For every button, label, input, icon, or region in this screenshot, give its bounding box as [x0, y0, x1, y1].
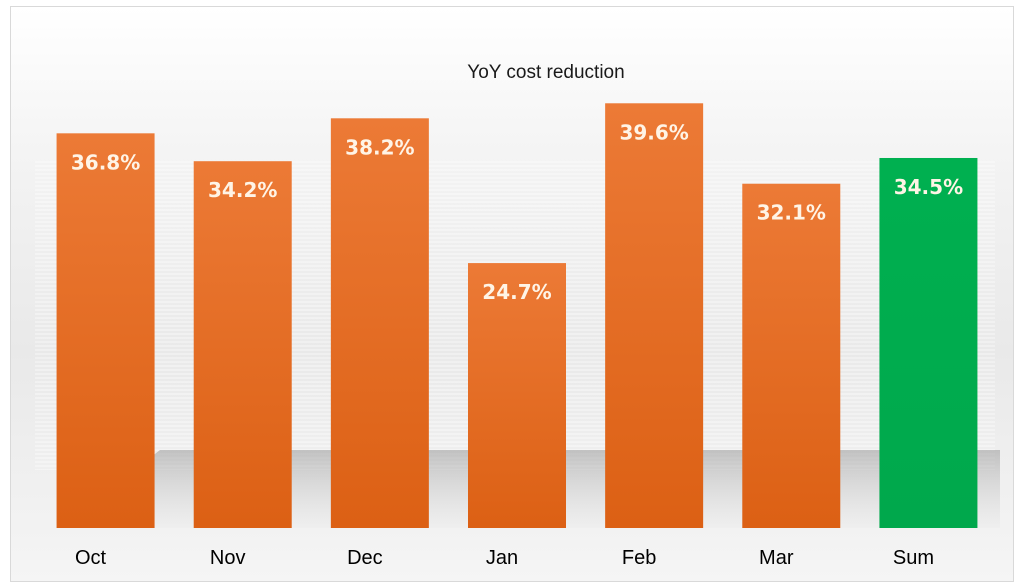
category-label-mar: Mar [759, 547, 794, 569]
bar-mar [742, 183, 841, 529]
category-label-feb: Feb [622, 547, 656, 569]
data-label-nov: 34.2% [208, 178, 277, 202]
category-label-nov: Nov [210, 547, 246, 569]
category-label-jan: Jan [486, 547, 518, 569]
data-label-feb: 39.6% [619, 120, 688, 144]
bar-nov [193, 161, 292, 528]
data-label-dec: 38.2% [345, 135, 414, 159]
data-label-jan: 24.7% [482, 280, 551, 304]
bar-dec [330, 118, 429, 529]
data-label-mar: 32.1% [757, 201, 826, 225]
chart-title: YoY cost reduction [467, 62, 624, 83]
category-label-sum: Sum [893, 547, 934, 569]
category-label-dec: Dec [347, 547, 383, 569]
bar-sum [879, 157, 978, 529]
category-label-oct: Oct [75, 547, 107, 569]
data-label-oct: 36.8% [71, 150, 140, 174]
bar-feb [605, 103, 704, 528]
bar-oct [56, 133, 155, 528]
data-label-sum: 34.5% [894, 175, 963, 199]
bar-jan [468, 263, 566, 528]
